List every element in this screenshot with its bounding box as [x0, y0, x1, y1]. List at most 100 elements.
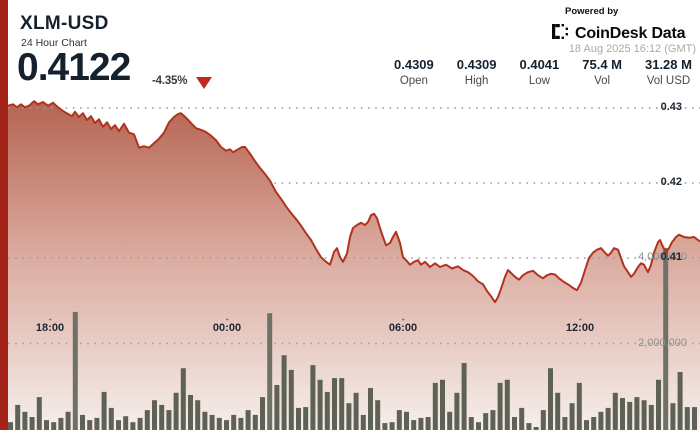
volume-bar [44, 420, 49, 430]
price-axis-label-043: 0.43 [660, 101, 682, 113]
volume-bar [404, 411, 409, 430]
volume-bar [576, 382, 582, 430]
volume-bar [418, 417, 424, 430]
volume-bar [360, 414, 366, 430]
volume-bar [224, 420, 229, 430]
volume-bar [591, 417, 597, 430]
volume-bar [504, 379, 510, 430]
volume-axis-label-2m: 2,000,000 [638, 337, 687, 349]
volume-bar [656, 379, 661, 430]
volume-bar [490, 410, 496, 430]
volume-bar [87, 420, 93, 430]
stat-open: 0.4309 Open [394, 57, 434, 87]
volume-bar [519, 407, 525, 430]
volume-bar [555, 392, 561, 430]
volume-bar [238, 417, 244, 430]
volume-bar [29, 417, 35, 430]
arrow-down-icon [196, 77, 212, 89]
volume-bar [137, 417, 143, 430]
volume-bar [375, 400, 381, 430]
volume-bar [281, 355, 287, 430]
volume-bar [216, 417, 222, 430]
volume-bar [670, 403, 676, 430]
volume-bar [180, 368, 186, 430]
stat-vol-usd-value: 31.28 M [644, 57, 692, 72]
ohlc-stats: 0.4309 Open 0.4309 High 0.4041 Low 75.4 … [394, 57, 692, 87]
price-axis-label-041: 0.41 [660, 251, 682, 263]
stat-low-label: Low [528, 75, 550, 87]
volume-bar [144, 410, 150, 430]
time-axis-label-1200: 12:00 [565, 322, 595, 334]
volume-bar [94, 417, 100, 430]
chart-subtitle: 24 Hour Chart [21, 37, 87, 49]
coindesk-brand-text: CoinDesk Data [575, 25, 686, 42]
stat-open-value: 0.4309 [394, 57, 434, 72]
volume-bar [188, 395, 193, 430]
volume-bar [476, 422, 481, 430]
volume-bar [382, 423, 388, 430]
stat-vol-value: 75.4 M [582, 57, 622, 72]
volume-bar [195, 400, 201, 430]
volume-bar [540, 410, 546, 430]
volume-bar [101, 391, 107, 430]
volume-bar [166, 410, 172, 430]
volume-bar [58, 417, 64, 430]
volume-bar [432, 382, 438, 430]
volume-bar [324, 391, 330, 430]
volume-bar [468, 417, 474, 430]
volume-bar [612, 392, 618, 430]
volume-bar [8, 422, 13, 430]
volume-bar [454, 392, 460, 430]
volume-bar [584, 420, 589, 430]
volume-bar [447, 411, 453, 430]
volume-bar [411, 420, 417, 430]
volume-bar [173, 392, 179, 430]
volume-bar [627, 401, 633, 430]
coindesk-data-logo[interactable]: CoinDesk Data [551, 22, 686, 46]
stat-low: 0.4041 Low [520, 57, 560, 87]
volume-bar [440, 379, 445, 430]
volume-bar [231, 414, 237, 430]
volume-bar [483, 413, 489, 430]
volume-bar [339, 378, 345, 430]
volume-bar [512, 417, 517, 430]
volume-bar [130, 422, 136, 430]
stat-low-value: 0.4041 [519, 57, 560, 72]
stat-vol-usd: 31.28 M Vol USD [645, 57, 692, 87]
volume-bar [368, 388, 373, 430]
stat-vol-usd-label: Vol USD [646, 75, 691, 87]
volume-bar [267, 313, 273, 430]
volume-bar [152, 400, 157, 430]
volume-bar [65, 411, 71, 430]
volume-bar [605, 407, 611, 430]
volume-bar [116, 420, 121, 430]
volume-bar [569, 403, 575, 430]
volume-bar [425, 417, 431, 430]
volume-bar [562, 417, 568, 430]
volume-bar [598, 411, 604, 430]
volume-bar [634, 397, 640, 430]
volume-bar [22, 411, 28, 430]
volume-bar [80, 414, 85, 430]
time-axis-label-1800: 18:00 [35, 322, 65, 334]
volume-bar [317, 379, 323, 430]
stat-high-label: High [464, 75, 489, 87]
volume-bar [288, 369, 294, 430]
time-axis-label-0600: 06:00 [388, 322, 418, 334]
volume-bar [677, 372, 683, 430]
volume-bar [533, 427, 539, 430]
stat-open-label: Open [399, 75, 428, 87]
price-axis-label-042: 0.42 [660, 176, 682, 188]
volume-bar [692, 407, 697, 430]
volume-bar [159, 404, 165, 430]
volume-bar [123, 416, 129, 430]
accent-stripe [0, 0, 8, 430]
volume-bar [274, 385, 280, 430]
stat-high-value: 0.4309 [456, 57, 497, 72]
volume-bar [72, 311, 78, 430]
volume-bar [684, 407, 690, 430]
volume-bar [51, 422, 57, 430]
volume-bar [663, 247, 669, 430]
